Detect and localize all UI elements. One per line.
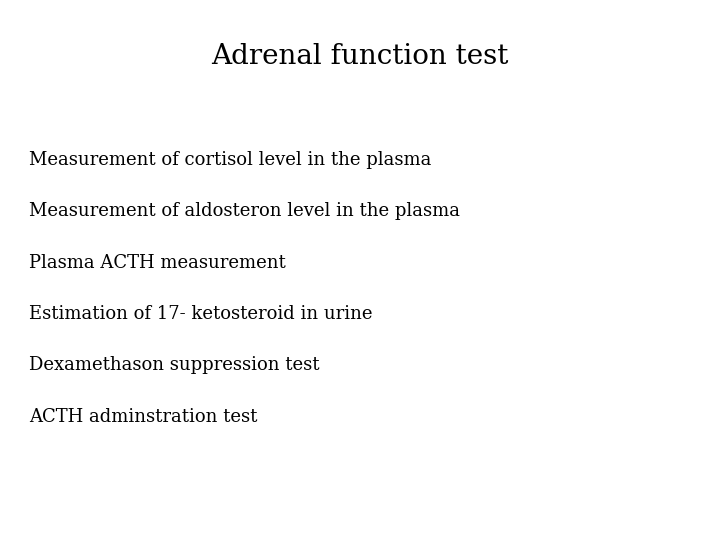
Text: Plasma ACTH measurement: Plasma ACTH measurement xyxy=(29,254,286,272)
Text: Dexamethason suppression test: Dexamethason suppression test xyxy=(29,356,319,374)
Text: Estimation of 17- ketosteroid in urine: Estimation of 17- ketosteroid in urine xyxy=(29,305,372,323)
Text: Adrenal function test: Adrenal function test xyxy=(211,43,509,70)
Text: Measurement of aldosteron level in the plasma: Measurement of aldosteron level in the p… xyxy=(29,202,460,220)
Text: Measurement of cortisol level in the plasma: Measurement of cortisol level in the pla… xyxy=(29,151,431,169)
Text: ACTH adminstration test: ACTH adminstration test xyxy=(29,408,257,426)
